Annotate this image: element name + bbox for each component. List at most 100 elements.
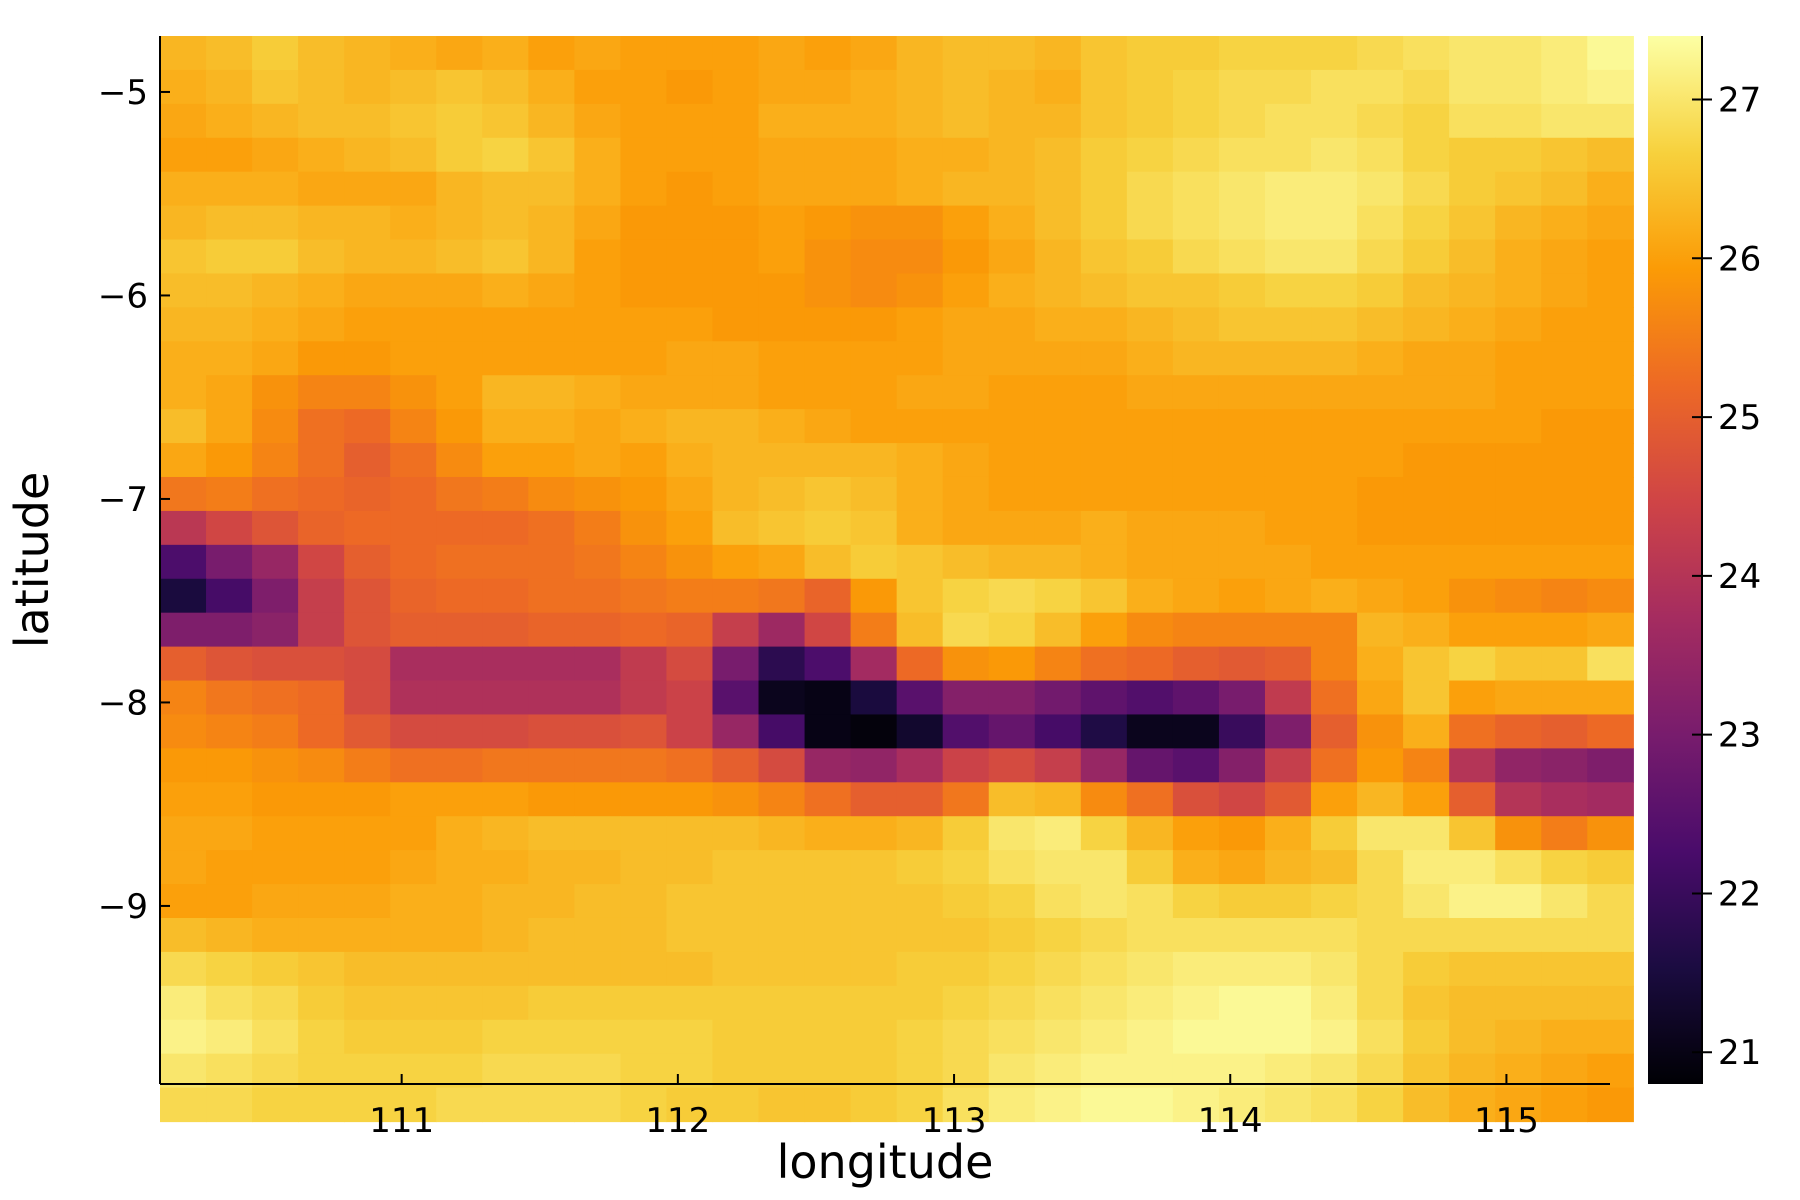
heatmap-cell	[1264, 544, 1312, 580]
heatmap-cell	[1311, 239, 1358, 275]
heatmap-cell	[1495, 443, 1542, 478]
heatmap-cell	[1541, 1087, 1588, 1123]
heatmap-cell	[1449, 578, 1496, 614]
heatmap-cell	[666, 307, 714, 342]
heatmap-cell	[436, 171, 483, 207]
heatmap-cell	[344, 69, 391, 105]
heatmap-cell	[344, 680, 391, 716]
heatmap-cell	[298, 103, 345, 139]
heatmap-cell	[1449, 1019, 1496, 1055]
heatmap-cell	[1264, 1053, 1312, 1089]
heatmap-cell	[1172, 476, 1220, 512]
heatmap-cell	[712, 443, 760, 478]
heatmap-cell	[850, 951, 898, 987]
heatmap-cell	[942, 646, 990, 682]
heatmap-cell	[1218, 476, 1266, 512]
heatmap-cell	[1449, 443, 1496, 478]
heatmap-cell	[1449, 748, 1496, 783]
heatmap-cell	[1172, 816, 1220, 851]
heatmap-cell	[1403, 578, 1450, 614]
heatmap-cell	[942, 985, 990, 1021]
heatmap-cell	[482, 748, 529, 783]
heatmap-cell	[1587, 1053, 1634, 1089]
heatmap-cell	[1264, 612, 1312, 648]
heatmap-cell	[1080, 307, 1128, 342]
heatmap-cell	[758, 646, 806, 682]
heatmap-cell	[1264, 375, 1312, 410]
heatmap-cell	[436, 985, 483, 1021]
heatmap-cell	[712, 341, 760, 376]
heatmap-cell	[1495, 578, 1542, 614]
heatmap-cell	[1541, 137, 1588, 173]
heatmap-cell	[1495, 1019, 1542, 1055]
heatmap-cell	[896, 917, 944, 953]
heatmap-cell	[850, 341, 898, 376]
heatmap-cell	[206, 850, 253, 885]
heatmap-cell	[390, 409, 437, 444]
heatmap-cell	[574, 612, 622, 648]
heatmap-cell	[1034, 544, 1082, 580]
heatmap-cell	[252, 307, 299, 342]
heatmap-cell	[758, 171, 806, 207]
heatmap-cell	[1080, 69, 1128, 105]
heatmap-cell	[1541, 476, 1588, 512]
heatmap-cell	[482, 443, 529, 478]
heatmap-cell	[390, 103, 437, 139]
heatmap-cell	[850, 476, 898, 512]
heatmap-cell	[482, 1053, 529, 1089]
heatmap-cell	[942, 680, 990, 716]
heatmap-cell	[1495, 409, 1542, 444]
heatmap-cell	[712, 103, 760, 139]
heatmap-cell	[1311, 612, 1358, 648]
heatmap-cell	[1495, 341, 1542, 376]
heatmap-cell	[160, 36, 207, 71]
heatmap-cell	[942, 205, 990, 241]
heatmap-cell	[1172, 985, 1220, 1021]
heatmap-cell	[160, 137, 207, 173]
heatmap-cell	[1403, 680, 1450, 716]
heatmap-cell	[896, 680, 944, 716]
heatmap-cell	[1264, 69, 1312, 105]
heatmap-cell	[1357, 646, 1404, 682]
heatmap-cell	[1449, 1087, 1496, 1123]
heatmap-cell	[1034, 1053, 1082, 1089]
heatmap-cell	[1264, 476, 1312, 512]
heatmap-cell	[482, 510, 529, 546]
heatmap-cell	[850, 612, 898, 648]
heatmap-cell	[666, 782, 714, 817]
heatmap-cell	[988, 748, 1036, 783]
heatmap-cell	[666, 578, 714, 614]
heatmap-cell	[850, 985, 898, 1021]
heatmap-cell	[1495, 714, 1542, 749]
heatmap-cell	[758, 239, 806, 275]
heatmap-cell	[1357, 341, 1404, 376]
heatmap-cell	[988, 36, 1036, 71]
heatmap-cell	[1449, 951, 1496, 987]
heatmap-cell	[1218, 917, 1266, 953]
heatmap-cell	[1126, 884, 1174, 919]
heatmap-cell	[758, 544, 806, 580]
heatmap-cell	[206, 816, 253, 851]
heatmap-cell	[1264, 884, 1312, 919]
heatmap-cell	[528, 476, 575, 512]
heatmap-cell	[482, 103, 529, 139]
heatmap-cell	[1172, 578, 1220, 614]
heatmap-cell	[298, 1053, 345, 1089]
heatmap-cell	[252, 409, 299, 444]
y-tick-label: −8	[98, 683, 148, 723]
heatmap-cell	[1449, 205, 1496, 241]
heatmap-cell	[298, 850, 345, 885]
heatmap-cell	[1034, 273, 1082, 308]
heatmap-cell	[528, 884, 575, 919]
heatmap-cell	[574, 239, 622, 275]
heatmap-cell	[712, 476, 760, 512]
heatmap-cell	[390, 782, 437, 817]
heatmap-cell	[436, 646, 483, 682]
heatmap-cell	[1357, 409, 1404, 444]
heatmap-cell	[1311, 375, 1358, 410]
heatmap-cell	[252, 917, 299, 953]
heatmap-cell	[1495, 917, 1542, 953]
x-axis-ticks: 111 112 113 114 115	[369, 1074, 1539, 1141]
heatmap-cell	[298, 544, 345, 580]
